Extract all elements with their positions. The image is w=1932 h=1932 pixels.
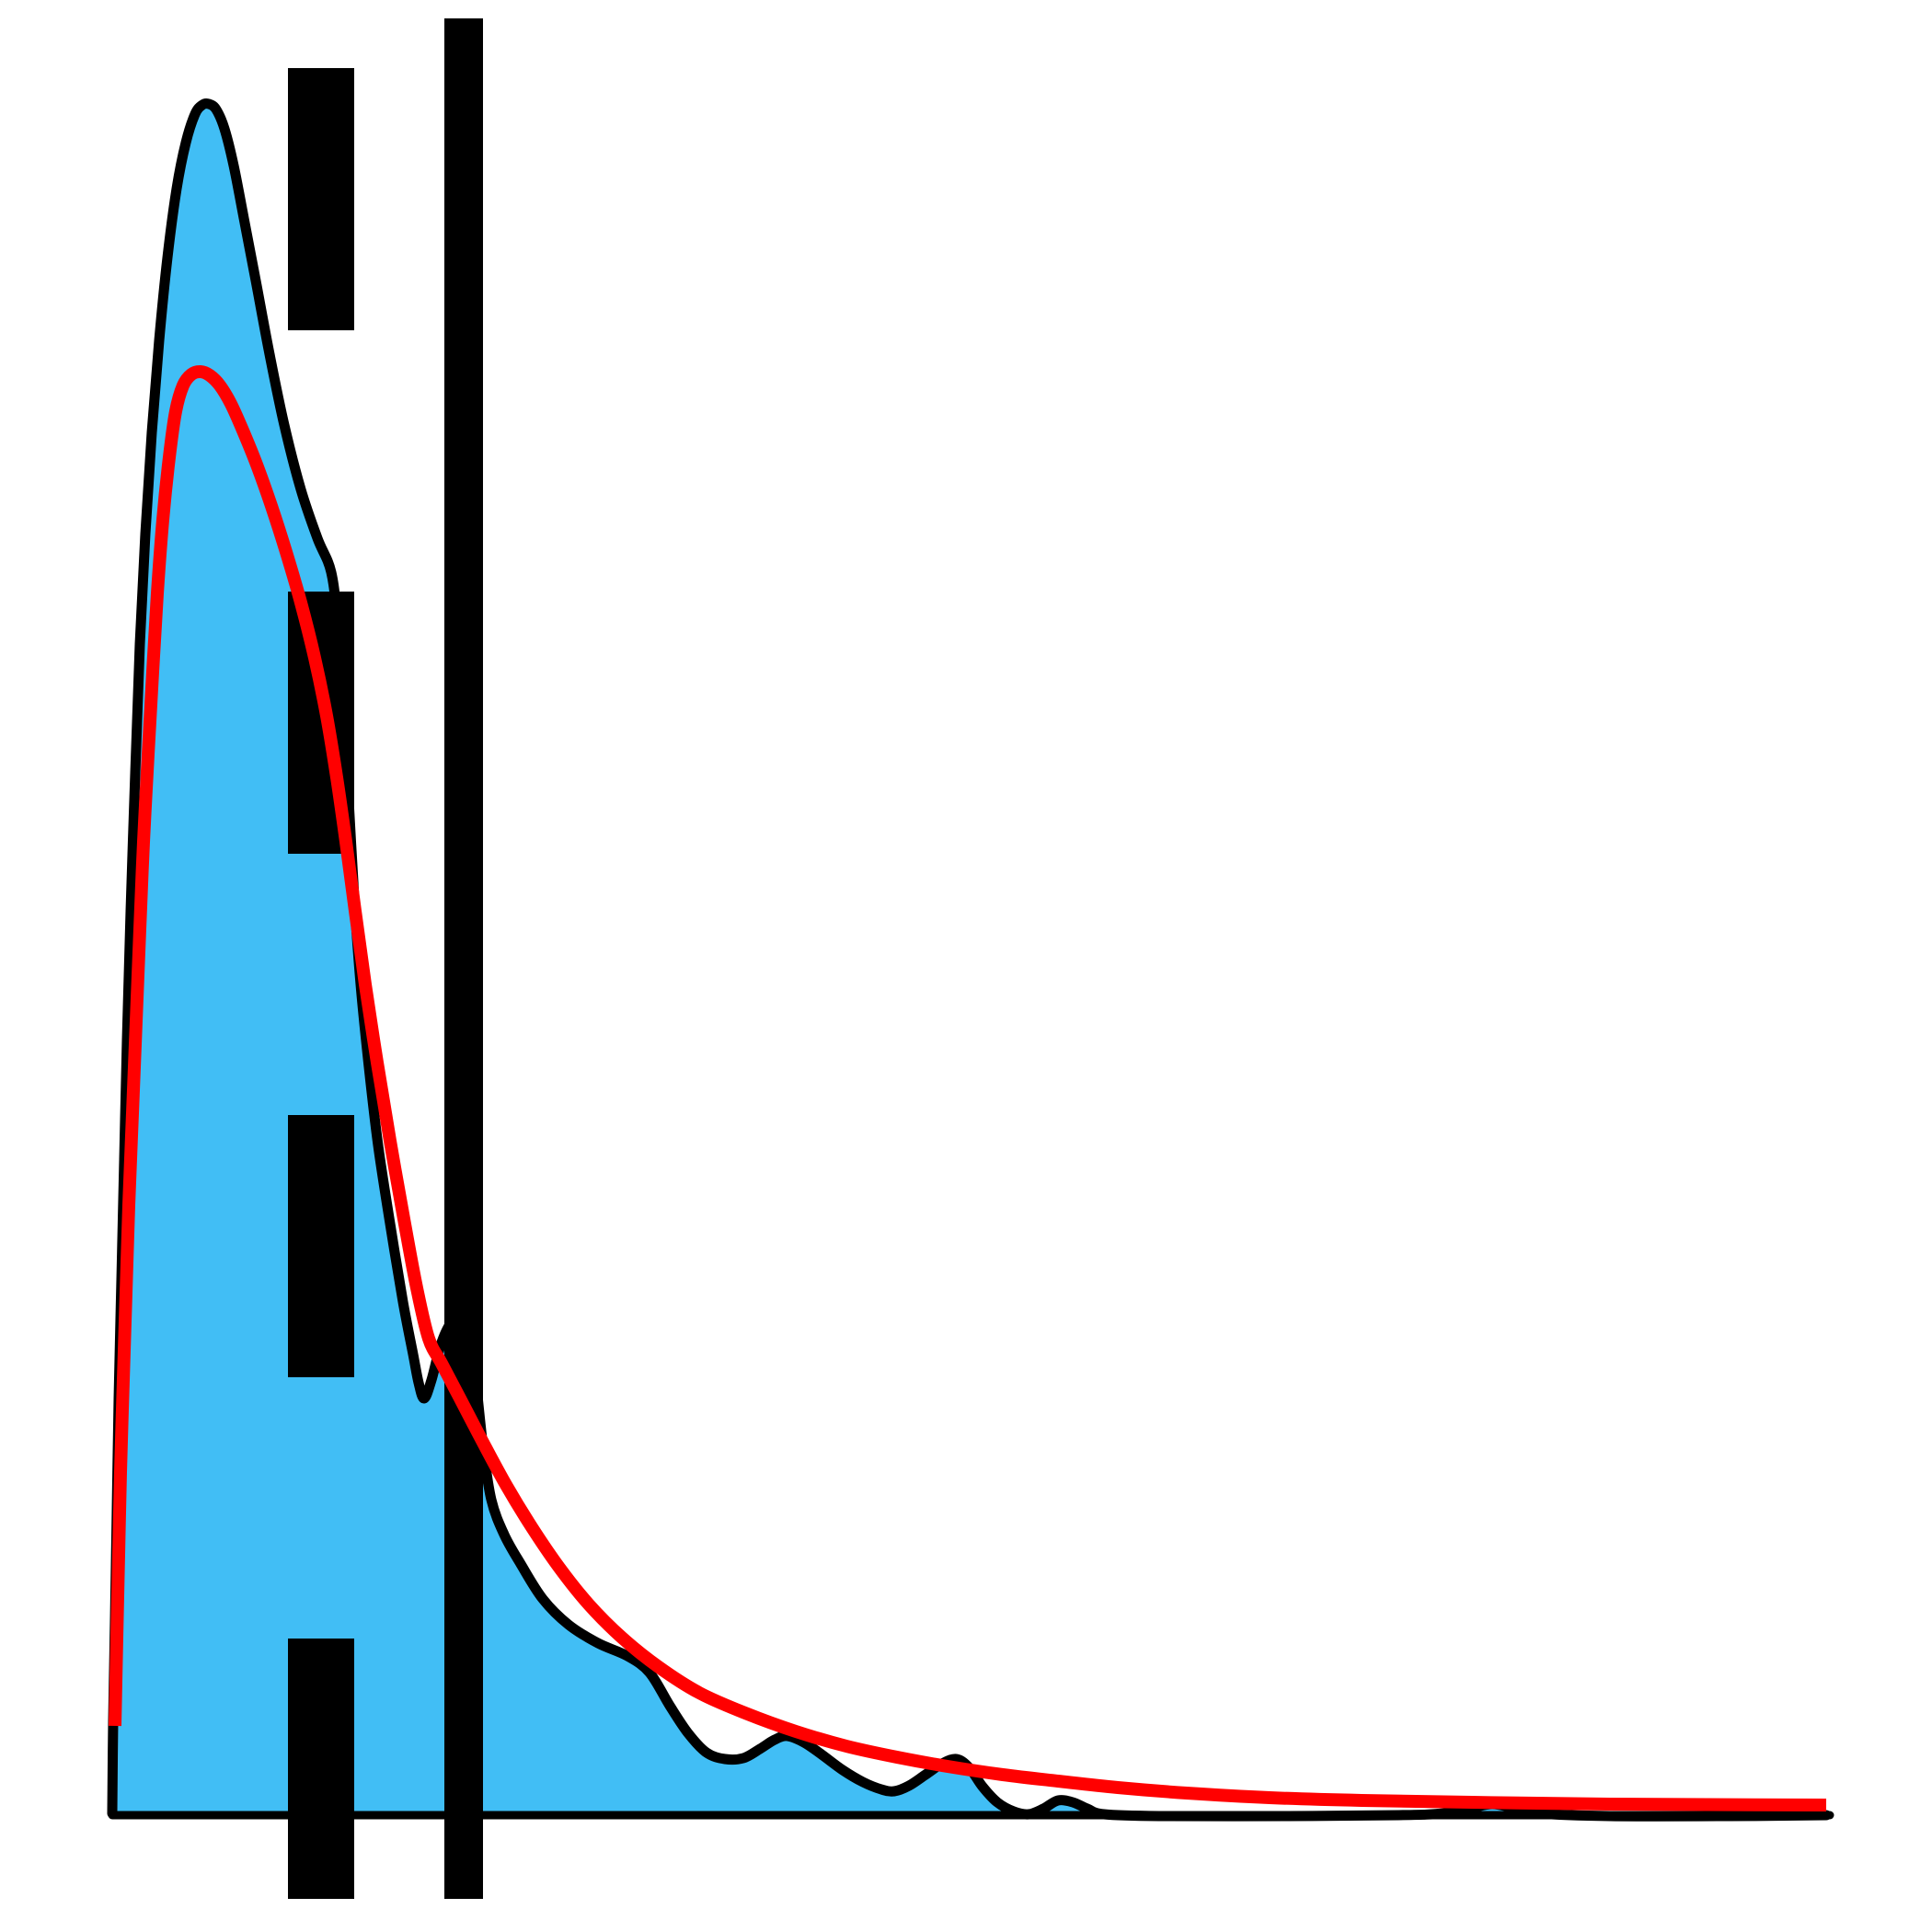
density-area [112, 103, 1826, 1817]
fitted-curve [109, 364, 1827, 1811]
